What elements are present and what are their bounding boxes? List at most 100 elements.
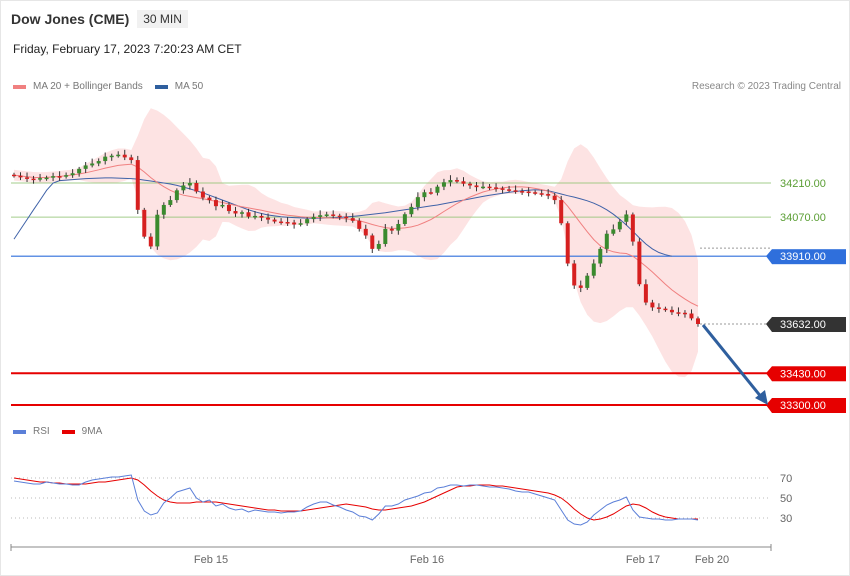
legend-swatch-rsi [13, 429, 26, 434]
candle-body-0 [12, 174, 16, 177]
candle-body-15 [109, 155, 114, 158]
level-tag-bg-5 [772, 398, 846, 413]
candle-body-3 [31, 178, 36, 181]
rsi-legend: RSI 9MA [13, 426, 114, 437]
candle-body-10 [77, 168, 82, 174]
level-tag-bg-2 [772, 249, 846, 265]
candle-body-74 [494, 187, 499, 189]
legend-label-ma50: MA 50 [174, 81, 204, 92]
candle-body-19 [135, 160, 140, 210]
candle-body-79 [526, 191, 531, 194]
candle-body-24 [168, 200, 173, 205]
chart-header: Dow Jones (CME) 30 MIN [11, 9, 188, 29]
candle-body-69 [461, 181, 466, 184]
legend-swatch-9ma [61, 429, 75, 434]
candle-body-37 [253, 215, 258, 218]
ma50-line [13, 177, 673, 257]
candle-body-6 [51, 176, 56, 178]
candle-body-30 [207, 197, 212, 201]
candle-body-52 [350, 218, 355, 221]
candle-body-103 [682, 312, 687, 315]
candle-body-32 [220, 204, 225, 207]
ma20-line [13, 163, 699, 307]
legend-label-9ma: 9MA [81, 426, 103, 437]
timeframe-badge[interactable]: 30 MIN [137, 10, 188, 28]
candle-body-38 [259, 215, 264, 218]
level-tag-arrow-5 [766, 398, 772, 413]
candle-body-77 [513, 190, 518, 192]
rsi-level-label-2: 30 [780, 513, 792, 525]
candle-body-27 [187, 183, 192, 186]
candle-body-64 [428, 192, 433, 194]
candle-body-44 [298, 223, 303, 225]
bollinger-band [14, 108, 698, 378]
rsi-level-label-0: 70 [780, 473, 792, 485]
candle-body-87 [578, 285, 583, 288]
candle-body-26 [181, 185, 186, 191]
rsi-line [13, 474, 699, 526]
legend-item-9ma: 9MA [61, 426, 103, 437]
candle-body-41 [279, 221, 284, 224]
projection-arrow-head [755, 390, 768, 405]
candle-body-31 [213, 200, 218, 207]
candle-body-62 [415, 197, 420, 207]
level-tag-arrow-4 [766, 366, 772, 382]
candle-body-14 [103, 156, 108, 162]
candle-body-93 [617, 221, 622, 230]
candle-body-75 [500, 188, 505, 190]
candle-body-5 [44, 177, 49, 180]
candle-body-16 [116, 154, 121, 157]
candle-body-40 [272, 219, 277, 222]
level-tag-bg-3 [772, 317, 846, 333]
level-tag-arrow-3 [766, 317, 772, 333]
candle-body-67 [448, 180, 453, 183]
candle-body-60 [402, 214, 407, 224]
x-tick-label-1: Feb 16 [410, 554, 444, 566]
candle-body-58 [389, 228, 394, 231]
legend-label-ma20: MA 20 + Bollinger Bands [33, 81, 143, 92]
rsi-9ma-line [13, 477, 698, 521]
candle-body-8 [64, 175, 69, 177]
candle-body-84 [559, 200, 564, 224]
candle-body-80 [533, 192, 538, 194]
level-label-1: 34070.00 [780, 212, 826, 224]
candle-body-2 [25, 177, 30, 179]
candle-body-92 [611, 229, 616, 234]
candle-body-105 [696, 318, 700, 325]
candle-body-82 [546, 193, 551, 196]
candle-body-90 [598, 248, 603, 264]
x-tick-label-0: Feb 15 [194, 554, 228, 566]
candle-body-29 [200, 191, 205, 198]
candle-body-48 [324, 214, 329, 216]
candle-body-100 [663, 308, 668, 311]
candle-body-61 [409, 206, 414, 215]
candle-body-99 [656, 307, 661, 309]
candle-body-7 [57, 176, 62, 178]
level-label-0: 34210.00 [780, 178, 826, 190]
candle-body-49 [331, 214, 336, 216]
candle-body-45 [305, 219, 310, 224]
research-credit: Research © 2023 Trading Central [691, 81, 841, 92]
legend-item-ma20: MA 20 + Bollinger Bands [13, 81, 143, 92]
candle-body-28 [194, 183, 199, 192]
candle-body-33 [226, 204, 231, 212]
candle-body-4 [38, 178, 43, 180]
candle-body-57 [383, 228, 388, 244]
candle-body-17 [122, 154, 127, 158]
candle-body-46 [311, 216, 316, 220]
rsi-level-label-1: 50 [780, 493, 792, 505]
candle-body-11 [83, 165, 88, 169]
candle-body-68 [454, 180, 459, 182]
candle-body-12 [90, 163, 95, 166]
legend-swatch-ma20 [13, 84, 26, 89]
candle-body-96 [637, 241, 642, 285]
candle-body-66 [441, 182, 446, 187]
candle-body-88 [585, 275, 590, 288]
candle-body-54 [363, 228, 368, 236]
candle-body-70 [468, 183, 472, 186]
main-legend: MA 20 + Bollinger Bands MA 50 [13, 81, 215, 92]
level-tag-arrow-2 [766, 249, 772, 265]
candle-body-83 [552, 195, 557, 201]
legend-item-ma50: MA 50 [154, 81, 204, 92]
